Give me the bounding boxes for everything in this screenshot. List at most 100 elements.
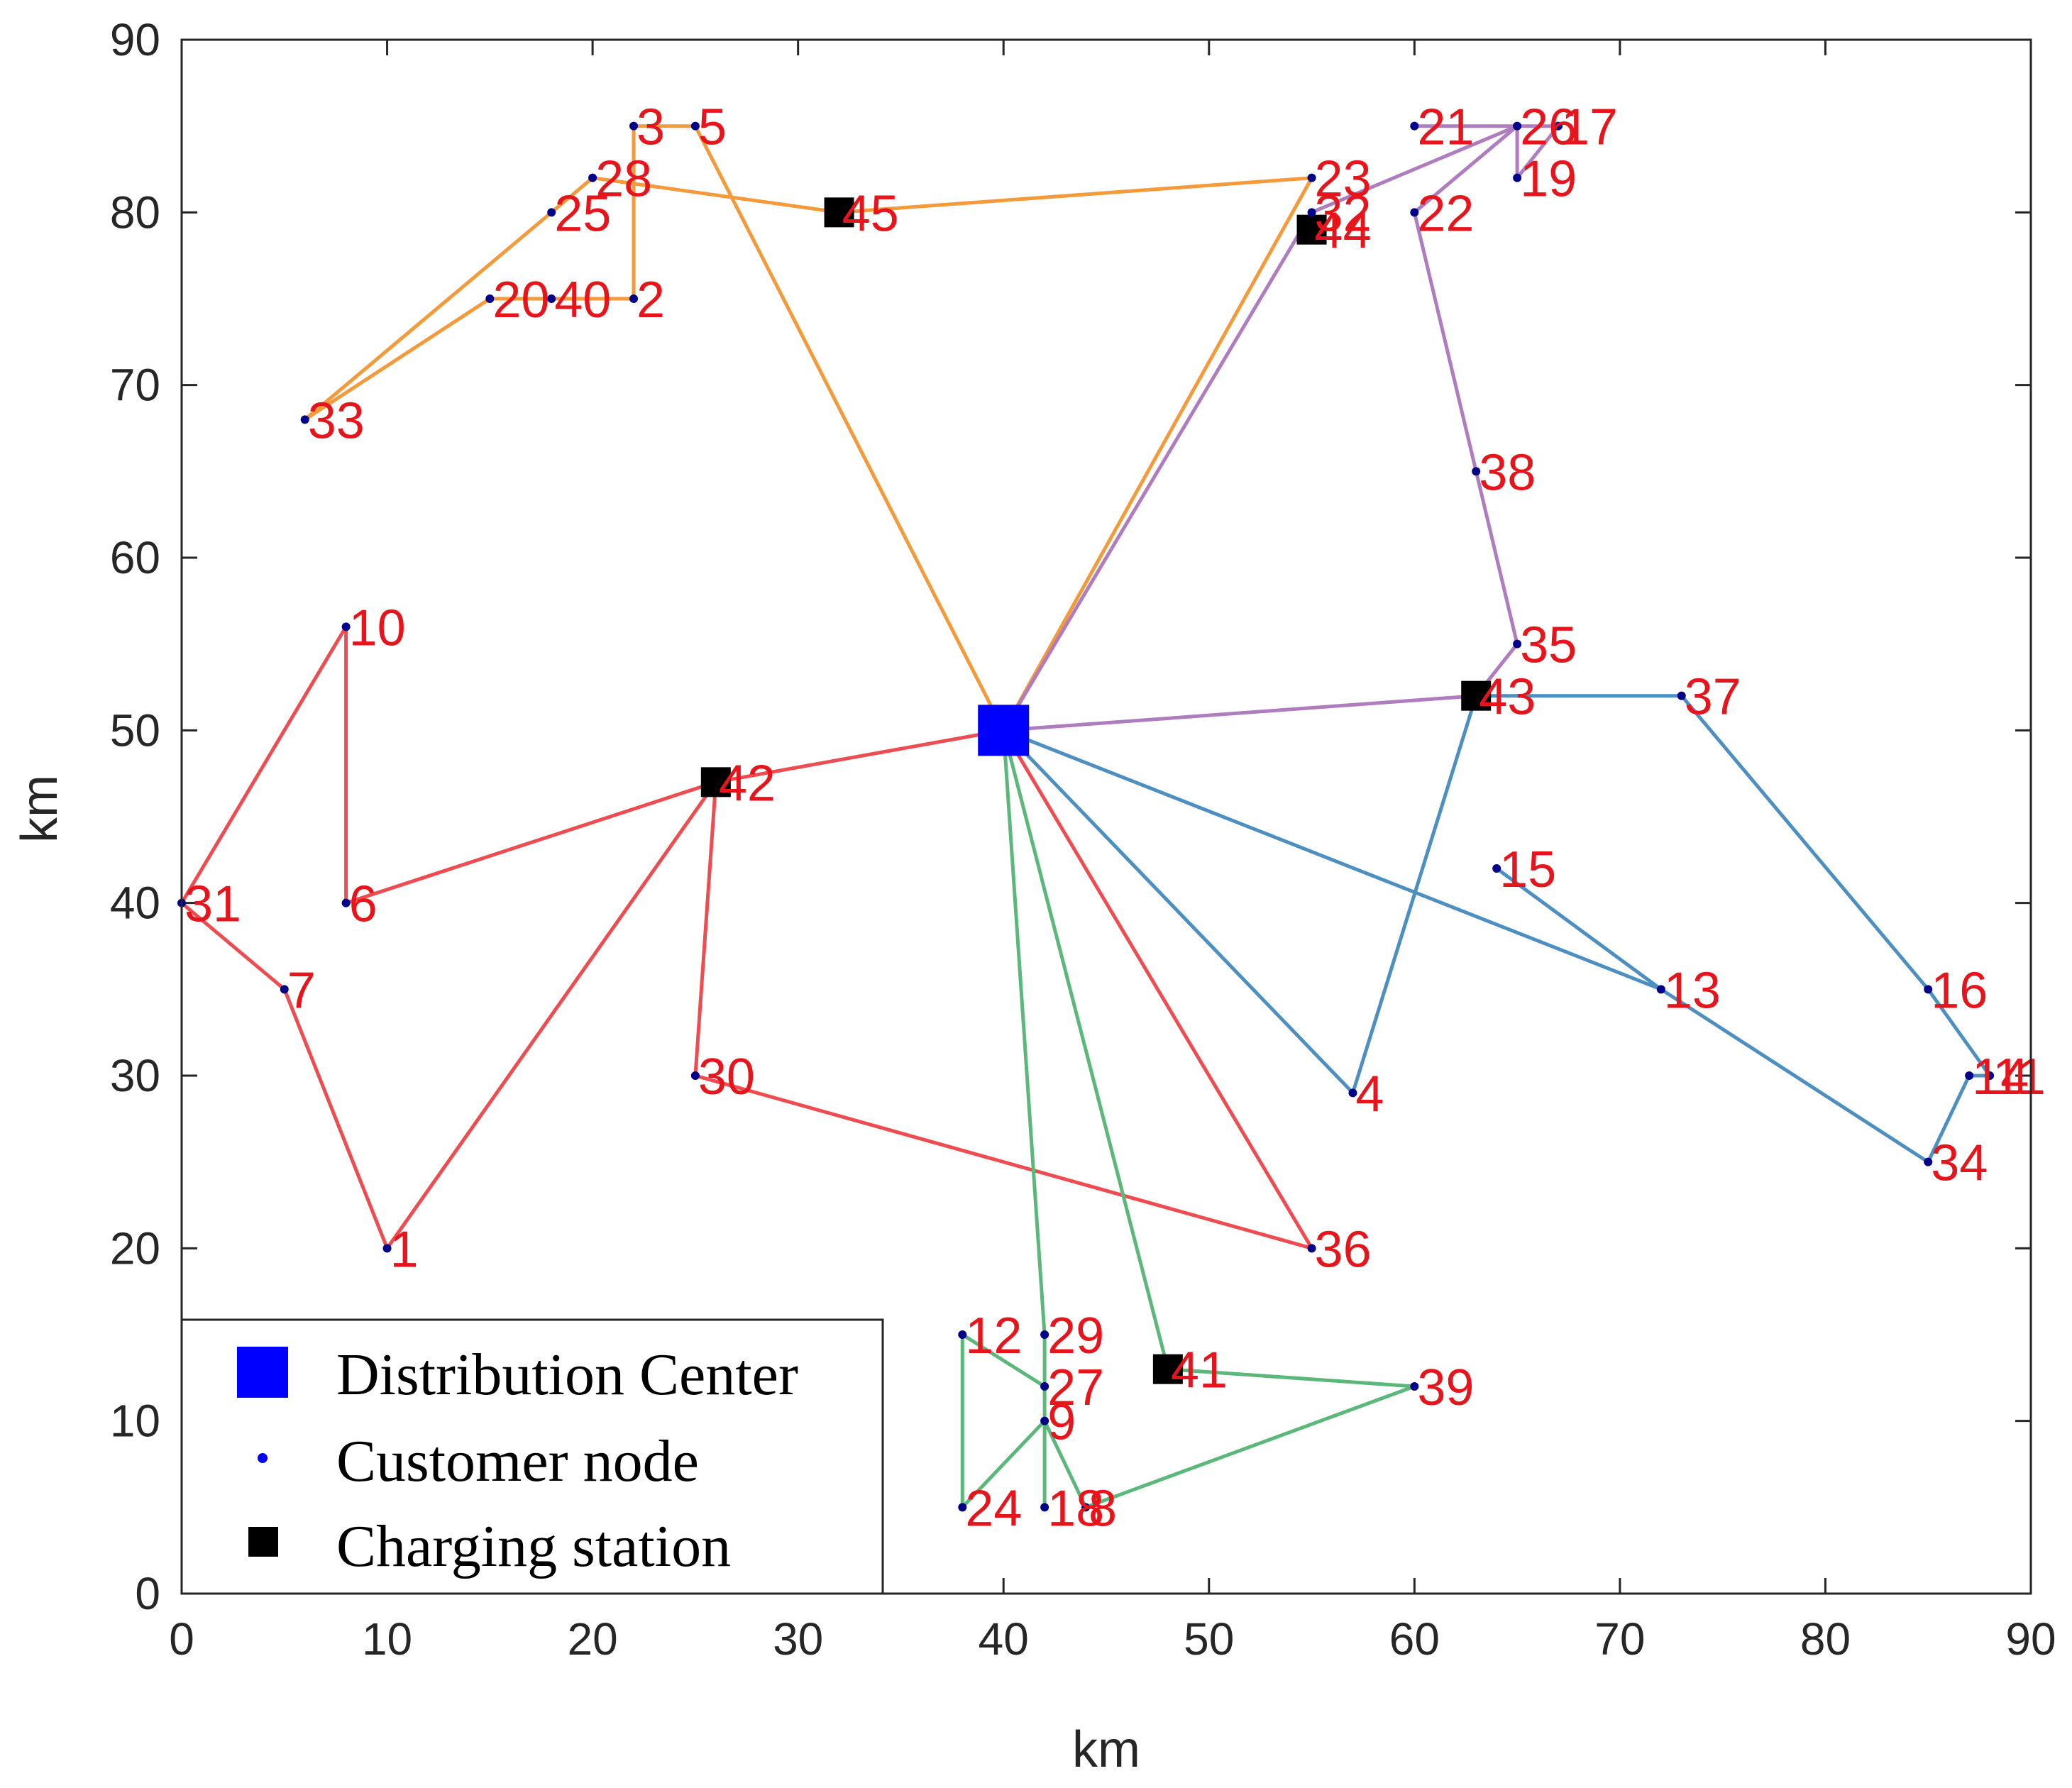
customer-node-marker-9 bbox=[1040, 1416, 1049, 1425]
x-tick-label: 10 bbox=[362, 1613, 412, 1665]
node-label-42: 42 bbox=[719, 755, 776, 812]
x-tick-label: 80 bbox=[1800, 1613, 1851, 1665]
charging-station-marker-43 bbox=[1461, 680, 1492, 711]
customer-node-marker-24 bbox=[958, 1503, 967, 1512]
node-label-33: 33 bbox=[308, 392, 365, 449]
customer-node-marker-33 bbox=[300, 415, 309, 424]
node-label-18: 18 bbox=[1047, 1480, 1104, 1537]
y-tick-label: 60 bbox=[110, 532, 160, 583]
customer-node-marker-36 bbox=[1307, 1244, 1316, 1253]
node-label-11: 11 bbox=[1993, 1049, 2046, 1105]
charging-station-marker-45 bbox=[824, 197, 854, 228]
x-tick-label: 50 bbox=[1184, 1613, 1234, 1665]
customer-node-marker-15 bbox=[1492, 864, 1501, 873]
x-tick-label: 70 bbox=[1594, 1613, 1645, 1665]
customer-node-marker-14 bbox=[1965, 1071, 1974, 1080]
customer-node-marker-22 bbox=[1410, 208, 1419, 217]
legend-label-distribution-center: Distribution Center bbox=[336, 1342, 798, 1408]
node-label-23: 23 bbox=[1315, 151, 1372, 208]
node-label-32: 32 bbox=[1315, 185, 1372, 242]
customer-node-marker-20 bbox=[485, 294, 495, 303]
node-label-3: 3 bbox=[637, 99, 665, 156]
customer-node-marker-27 bbox=[1040, 1382, 1049, 1391]
node-label-9: 9 bbox=[1047, 1394, 1076, 1451]
legend: Distribution Center Customer node Chargi… bbox=[180, 1318, 884, 1595]
y-tick-label: 50 bbox=[110, 705, 160, 756]
node-label-19: 19 bbox=[1520, 151, 1577, 208]
customer-node-marker-13 bbox=[1656, 985, 1665, 994]
legend-label-customer-node: Customer node bbox=[336, 1428, 699, 1494]
node-label-37: 37 bbox=[1685, 669, 1741, 726]
customer-node-marker-12 bbox=[958, 1330, 967, 1339]
x-tick-label: 60 bbox=[1389, 1613, 1440, 1665]
y-tick-label: 0 bbox=[135, 1568, 160, 1619]
y-tick-label: 20 bbox=[110, 1223, 160, 1274]
customer-node-marker-37 bbox=[1677, 691, 1686, 700]
customer-node-marker-5 bbox=[690, 121, 700, 131]
node-labels: 1234567891011121314151617181920212223242… bbox=[184, 99, 2046, 1538]
customer-node-marker-16 bbox=[1924, 985, 1933, 994]
charging-station-marker-41 bbox=[1152, 1354, 1183, 1384]
legend-station-marker bbox=[248, 1527, 278, 1557]
distribution-center-marker bbox=[978, 705, 1030, 756]
customer-node-marker-28 bbox=[588, 173, 597, 182]
customer-node-marker-8 bbox=[1081, 1503, 1091, 1512]
route-line-1 bbox=[303, 124, 1314, 732]
customer-node-marker-35 bbox=[1513, 639, 1522, 649]
y-tick-label: 90 bbox=[110, 14, 160, 65]
x-tick-label: 90 bbox=[2005, 1613, 2056, 1665]
plot-frame bbox=[180, 38, 2032, 1595]
x-tick-label: 20 bbox=[568, 1613, 618, 1665]
x-tick-label: 30 bbox=[773, 1613, 823, 1665]
x-axis-label: km bbox=[1072, 1721, 1140, 1778]
node-label-29: 29 bbox=[1047, 1308, 1104, 1364]
customer-node-marker-39 bbox=[1410, 1382, 1419, 1391]
customer-node-marker-23 bbox=[1307, 173, 1316, 182]
node-label-13: 13 bbox=[1664, 962, 1721, 1019]
node-label-24: 24 bbox=[965, 1480, 1022, 1537]
node-label-20: 20 bbox=[492, 272, 549, 329]
customer-node-marker-3 bbox=[629, 121, 639, 131]
node-label-6: 6 bbox=[349, 876, 378, 933]
node-label-14: 14 bbox=[1972, 1049, 2029, 1105]
node-label-41: 41 bbox=[1171, 1342, 1228, 1399]
node-label-45: 45 bbox=[842, 185, 899, 242]
node-label-38: 38 bbox=[1479, 444, 1536, 501]
node-label-25: 25 bbox=[554, 185, 611, 242]
customer-node-marker-4 bbox=[1348, 1088, 1357, 1098]
legend-customer-marker bbox=[258, 1453, 268, 1463]
customer-node-marker-40 bbox=[547, 294, 556, 303]
node-markers bbox=[177, 121, 1995, 1512]
legend-box bbox=[180, 1318, 884, 1595]
legend-depot-marker bbox=[237, 1347, 288, 1398]
legend-label-charging-station: Charging station bbox=[336, 1513, 731, 1579]
customer-node-marker-6 bbox=[341, 898, 351, 907]
node-label-17: 17 bbox=[1561, 99, 1618, 156]
customer-node-marker-26 bbox=[1513, 121, 1522, 131]
x-tick-label: 40 bbox=[979, 1613, 1029, 1665]
customer-node-marker-7 bbox=[280, 985, 289, 994]
route-line-3 bbox=[1001, 694, 1992, 1164]
x-tick-label: 0 bbox=[169, 1613, 194, 1665]
y-tick-label: 80 bbox=[110, 187, 160, 238]
node-label-43: 43 bbox=[1479, 669, 1536, 726]
customer-node-marker-19 bbox=[1513, 173, 1522, 182]
node-label-27: 27 bbox=[1047, 1359, 1104, 1416]
node-label-7: 7 bbox=[287, 962, 316, 1019]
node-label-30: 30 bbox=[698, 1049, 755, 1105]
y-tick-label: 30 bbox=[110, 1050, 160, 1101]
node-label-12: 12 bbox=[965, 1308, 1022, 1364]
node-label-44: 44 bbox=[1315, 203, 1372, 260]
y-tick-label: 70 bbox=[110, 360, 160, 411]
customer-node-marker-21 bbox=[1410, 121, 1419, 131]
customer-node-marker-29 bbox=[1040, 1330, 1049, 1339]
y-tick-label: 10 bbox=[110, 1396, 160, 1447]
customer-node-marker-38 bbox=[1472, 467, 1481, 476]
y-axis-label: km bbox=[11, 775, 68, 843]
y-tick-label: 40 bbox=[110, 878, 160, 929]
node-label-39: 39 bbox=[1417, 1359, 1474, 1416]
customer-node-marker-1 bbox=[382, 1244, 392, 1253]
customer-node-marker-10 bbox=[341, 622, 351, 631]
charging-station-marker-42 bbox=[700, 767, 731, 798]
